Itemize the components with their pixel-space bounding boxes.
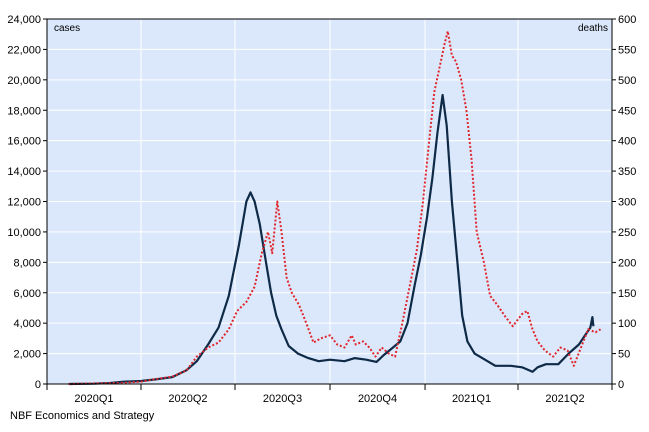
right-axis-tick-label: 300 [618,197,636,209]
right-axis-tick-label: 0 [618,379,624,391]
left-axis-tick-label: 14,000 [7,166,41,178]
left-axis-tick-label: 8,000 [13,257,41,269]
source-note: NBF Economics and Strategy [10,410,155,422]
left-axis-tick-label: 20,000 [7,75,41,87]
x-axis-tick-label: 2020Q1 [74,393,113,405]
right-axis-tick-label: 550 [618,44,636,56]
left-axis-tick-label: 10,000 [7,227,41,239]
left-axis-tick-label: 18,000 [7,105,41,117]
series-line-deaths [68,30,602,385]
left-axis-tick-label: 22,000 [7,44,41,56]
x-axis-tick-label: 2021Q2 [545,393,584,405]
left-axis-tick-label: 4,000 [13,318,41,330]
right-axis-tick-label: 600 [618,14,636,26]
right-axis-tick-label: 400 [618,136,636,148]
series-line-cases [68,93,595,386]
left-axis-tick-label: 12,000 [7,197,41,209]
right-axis-tick-label: 350 [618,166,636,178]
right-axis-tick-label: 50 [618,349,630,361]
right-axis-tick-label: 500 [618,75,636,87]
right-axis-tick-label: 200 [618,257,636,269]
right-axis-tick-label: 450 [618,105,636,117]
x-axis-tick-label: 2020Q4 [358,393,397,405]
left-axis-tick-label: 0 [35,379,41,391]
left-axis-tick-label: 6,000 [13,288,41,300]
right-axis-tick-label: 150 [618,288,636,300]
left-axis-tick-label: 24,000 [7,14,41,26]
left-axis-label: cases [54,23,80,34]
left-axis-tick-label: 2,000 [13,349,41,361]
left-axis-tick-label: 16,000 [7,136,41,148]
x-axis-tick-label: 2020Q2 [168,393,207,405]
x-axis-tick-label: 2021Q1 [452,393,491,405]
right-axis-label: deaths [578,23,608,34]
right-axis-tick-label: 250 [618,227,636,239]
right-axis-tick-label: 100 [618,318,636,330]
x-axis-tick-label: 2020Q3 [263,393,302,405]
